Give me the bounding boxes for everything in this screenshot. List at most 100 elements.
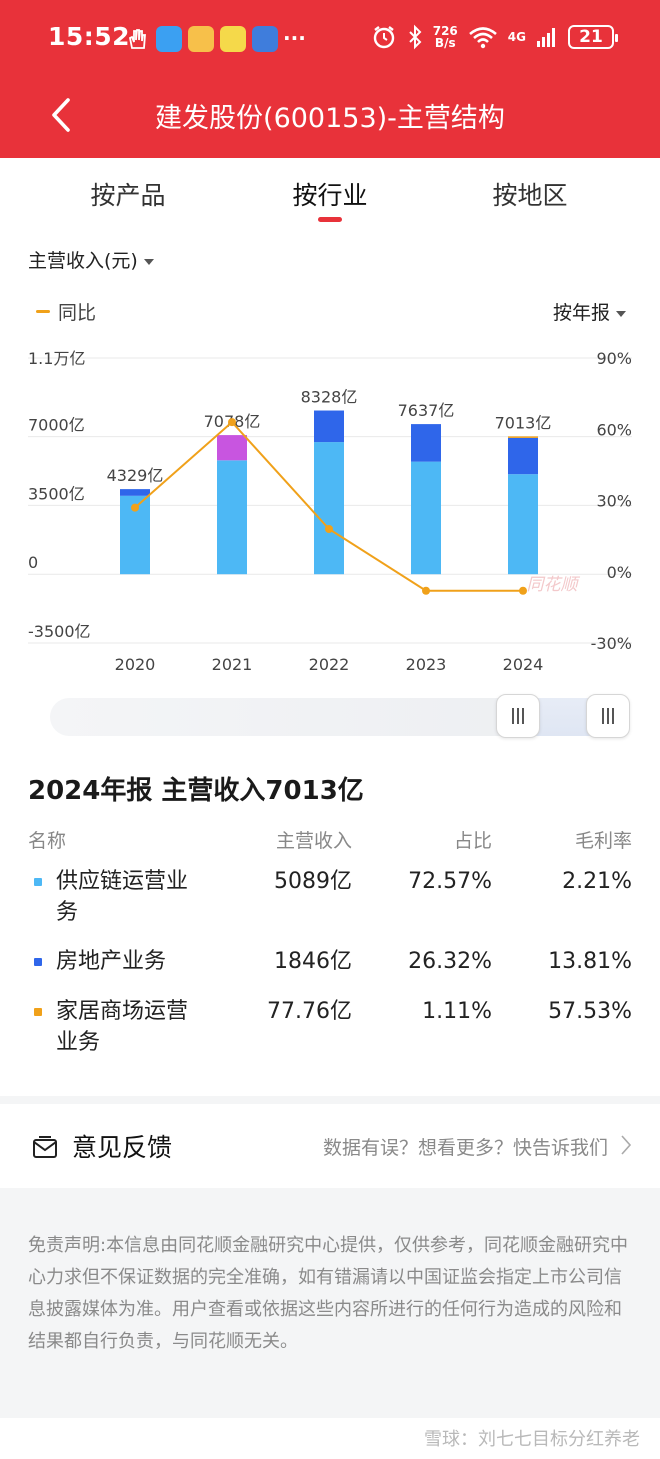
y-left-tick-label: -3500亿 [28,622,91,641]
y-right-tick-label: 60% [596,420,632,439]
row-name: 房地产业务 [56,949,167,974]
net-speed-unit: B/s [434,36,456,50]
y-right-tick-label: 30% [596,492,632,511]
yoy-point [325,525,333,533]
row-ratio: 1.11% [422,999,492,1024]
bar-total-label: 4329亿 [107,466,164,485]
bar-segment [314,410,344,443]
alarm-icon [373,26,394,49]
y-left-tick-label: 7000亿 [28,416,85,435]
header-ratio: 占比 [453,830,492,852]
period-dropdown-label: 按年报 [552,302,610,324]
hand-icon [128,29,146,49]
status-bar: 15:52 ··· 726 B/s 4G 21 [0,0,660,80]
bar-segment [508,437,538,475]
app-icon [220,26,246,52]
row-margin: 13.81% [548,949,632,974]
y-right-tick-label: 90% [596,349,632,368]
app-icon [156,26,182,52]
row-revenue: 1846亿 [274,949,352,974]
back-icon[interactable] [38,90,88,140]
bar-segment [314,442,344,575]
tab-by-industry[interactable]: 按行业 [292,181,368,210]
signal-icon [537,28,555,47]
row-revenue: 77.76亿 [267,999,352,1024]
legend-dot [34,958,42,966]
bluetooth-icon [409,24,422,50]
disclaimer-text: 免责声明:本信息由同花顺金融研究中心提供，仅供参考，同花顺金融研究中心力求但不保… [28,1235,629,1352]
x-tick-label: 2024 [503,655,544,674]
y-right-tick-label: -30% [591,634,632,653]
nav-bar: 建发股份(600153)-主营结构 [0,80,660,158]
yoy-point [228,418,236,427]
net-speed-value: 726 [432,24,458,38]
bar-segment [217,460,247,575]
tab-by-region[interactable]: 按地区 [492,181,568,210]
bar-total-label: 7637亿 [398,401,455,420]
net-speed: 726 B/s [433,25,458,49]
yoy-point [131,503,139,512]
legend-dot [34,878,42,886]
y-left-tick-label: 0 [28,553,38,572]
summary-title: 2024年报 主营收入7013亿 [28,776,364,806]
x-tick-label: 2022 [309,655,350,674]
feedback-row[interactable]: 意见反馈 数据有误？想看更多？快告诉我们 [0,1104,660,1188]
row-name: 家居商场运营业务 [56,999,189,1055]
metric-dropdown[interactable]: 主营收入(元) [28,246,154,273]
y-left-tick-label: 1.1万亿 [28,349,85,368]
watermark: 雪球：刘七七目标分红养老 [424,1429,640,1450]
status-indicators: 726 B/s 4G 21 [371,24,618,50]
legend-yoy: 同比 [36,298,96,325]
feedback-hint: 数据有误？想看更多？快告诉我们 [322,1137,608,1159]
table-header: 名称 主营收入 占比 毛利率 [28,826,632,856]
bar-segment [411,424,441,462]
period-dropdown[interactable]: 按年报 [553,298,626,325]
header-revenue: 主营收入 [275,830,352,852]
network-type: 4G [507,30,526,44]
page-title: 建发股份(600153)-主营结构 [155,103,505,134]
row-ratio: 72.57% [408,869,492,894]
chevron-right-icon [621,1135,632,1155]
x-tick-label: 2023 [406,655,447,674]
bar-total-label: 7013亿 [495,413,552,432]
more-notifications-icon: ··· [283,26,306,50]
tab-active-indicator [318,217,342,222]
row-revenue: 5089亿 [274,869,352,894]
revenue-chart[interactable]: 1.1万亿 7000亿 3500亿 0 -3500亿 90% 60% 30% 0% -30% 432… [0,340,660,680]
battery-level: 21 [579,27,603,47]
bar-segment [120,489,150,496]
battery-icon: 21 [568,25,618,49]
row-margin: 2.21% [562,869,632,894]
bar-segment [411,461,441,575]
legend-dot [34,1008,42,1016]
tab-by-product[interactable]: 按产品 [90,181,166,210]
header-margin: 毛利率 [574,830,632,852]
bar-segment [508,474,538,575]
bar-total-label: 8328亿 [301,388,358,407]
disclaimer-section: 免责声明:本信息由同花顺金融研究中心提供，仅供参考，同花顺金融研究中心力求但不保… [0,1188,660,1418]
caret-down-icon [143,258,154,265]
caret-down-icon [616,310,626,317]
row-margin: 57.53% [548,999,632,1024]
yoy-point [422,586,430,595]
range-slider[interactable] [50,694,630,738]
slider-right-handle[interactable] [586,694,630,738]
weather-icon [188,26,214,52]
section-divider [0,1096,660,1104]
tab-bar: 按产品 按行业 按地区 [0,158,660,232]
app-header: 15:52 ··· 726 B/s 4G 21 建发股份(600153)-主营结… [0,0,660,158]
bar-segment [217,435,247,461]
legend-line-icon [36,310,50,313]
y-left-tick-label: 3500亿 [28,484,85,503]
y-right-tick-label: 0% [607,563,632,582]
legend-yoy-label: 同比 [58,302,97,324]
header-name: 名称 [28,830,67,852]
x-tick-label: 2020 [115,655,156,674]
app-icon [252,26,278,52]
feedback-icon [33,1136,57,1158]
slider-left-handle[interactable] [496,694,540,738]
notification-icons [124,26,278,52]
chart-watermark: 同花顺 [527,575,581,595]
feedback-title: 意见反馈 [72,1133,173,1162]
metric-dropdown-label: 主营收入(元) [28,250,138,272]
